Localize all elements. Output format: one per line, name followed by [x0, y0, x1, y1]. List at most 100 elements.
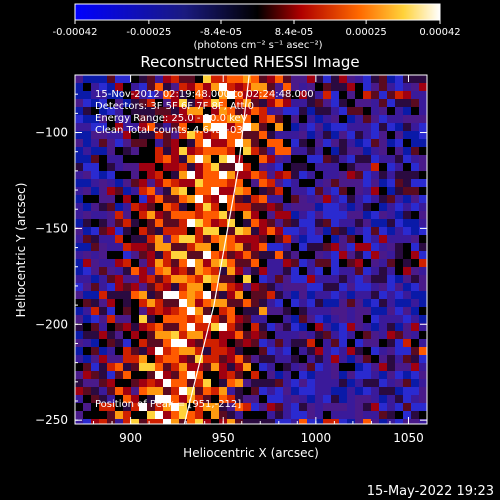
heatmap-cell	[99, 403, 107, 411]
heatmap-cell	[203, 219, 211, 227]
heatmap-cell	[283, 339, 291, 347]
heatmap-cell	[315, 107, 323, 115]
heatmap-cell	[315, 219, 323, 227]
heatmap-cell	[211, 283, 219, 291]
heatmap-cell	[339, 83, 347, 91]
heatmap-cell	[299, 355, 307, 363]
heatmap-cell	[267, 219, 275, 227]
heatmap-cell	[219, 171, 227, 179]
heatmap-cell	[123, 171, 131, 179]
heatmap-cell	[139, 323, 147, 331]
heatmap-cell	[331, 291, 339, 299]
heatmap-cell	[259, 115, 267, 123]
heatmap-cell	[291, 323, 299, 331]
heatmap-cell	[347, 211, 355, 219]
heatmap-cell	[75, 379, 83, 387]
heatmap-cell	[347, 99, 355, 107]
heatmap-cell	[211, 299, 219, 307]
heatmap-cell	[187, 347, 195, 355]
heatmap-cell	[379, 411, 387, 419]
heatmap-cell	[403, 91, 411, 99]
heatmap-cell	[315, 171, 323, 179]
heatmap-cell	[91, 315, 99, 323]
x-tick-label: 900	[119, 431, 142, 445]
heatmap-cell	[291, 259, 299, 267]
heatmap-cell	[179, 235, 187, 243]
heatmap-cell	[371, 315, 379, 323]
heatmap-cell	[347, 227, 355, 235]
heatmap-cell	[267, 395, 275, 403]
heatmap-cell	[331, 371, 339, 379]
heatmap-cell	[131, 235, 139, 243]
heatmap-cell	[91, 267, 99, 275]
heatmap-cell	[283, 211, 291, 219]
heatmap-cell	[91, 123, 99, 131]
heatmap-cell	[251, 187, 259, 195]
heatmap-cell	[363, 251, 371, 259]
heatmap-cell	[99, 395, 107, 403]
heatmap-cell	[283, 291, 291, 299]
heatmap-cell	[91, 355, 99, 363]
heatmap-cell	[387, 219, 395, 227]
heatmap-cell	[403, 371, 411, 379]
heatmap-cell	[219, 203, 227, 211]
heatmap-cell	[259, 267, 267, 275]
heatmap-cell	[243, 363, 251, 371]
heatmap-cell	[195, 395, 203, 403]
heatmap-cell	[395, 411, 403, 419]
heatmap-cell	[203, 75, 211, 83]
heatmap-cell	[227, 155, 235, 163]
heatmap-cell	[419, 315, 427, 323]
heatmap-cell	[163, 219, 171, 227]
heatmap-cell	[355, 275, 363, 283]
heatmap-cell	[243, 75, 251, 83]
heatmap-cell	[115, 179, 123, 187]
heatmap-cell	[251, 179, 259, 187]
heatmap-cell	[331, 99, 339, 107]
heatmap-cell	[171, 91, 179, 99]
heatmap-cell	[75, 203, 83, 211]
heatmap-cell	[203, 99, 211, 107]
heatmap-cell	[99, 291, 107, 299]
heatmap-cell	[371, 419, 379, 424]
heatmap-cell	[195, 355, 203, 363]
heatmap-cell	[259, 355, 267, 363]
heatmap-cell	[387, 395, 395, 403]
heatmap-cell	[75, 139, 83, 147]
heatmap-cell	[419, 299, 427, 307]
heatmap-cell	[243, 107, 251, 115]
heatmap-cell	[283, 83, 291, 91]
heatmap-cell	[363, 243, 371, 251]
heatmap-cell	[267, 387, 275, 395]
heatmap-cell	[99, 123, 107, 131]
heatmap-cell	[299, 91, 307, 99]
heatmap-cell	[147, 227, 155, 235]
heatmap-cell	[147, 219, 155, 227]
heatmap-cell	[411, 419, 419, 424]
heatmap-cell	[123, 243, 131, 251]
heatmap-cell	[219, 347, 227, 355]
heatmap-cell	[299, 283, 307, 291]
heatmap-cell	[107, 195, 115, 203]
heatmap-cell	[203, 355, 211, 363]
heatmap-cell	[187, 331, 195, 339]
heatmap-cell	[235, 171, 243, 179]
heatmap-cell	[131, 211, 139, 219]
heatmap-cell	[403, 251, 411, 259]
heatmap-cell	[83, 331, 91, 339]
heatmap-cell	[171, 99, 179, 107]
heatmap-cell	[395, 211, 403, 219]
heatmap-cell	[371, 347, 379, 355]
heatmap-cell	[339, 75, 347, 83]
heatmap-cell	[155, 243, 163, 251]
heatmap-cell	[187, 203, 195, 211]
heatmap-cell	[195, 315, 203, 323]
heatmap-cell	[219, 83, 227, 91]
heatmap-cell	[323, 171, 331, 179]
heatmap-cell	[419, 419, 427, 424]
heatmap-cell	[307, 139, 315, 147]
heatmap-cell	[259, 259, 267, 267]
heatmap-cell	[179, 347, 187, 355]
heatmap-cell	[171, 315, 179, 323]
heatmap-cell	[235, 107, 243, 115]
